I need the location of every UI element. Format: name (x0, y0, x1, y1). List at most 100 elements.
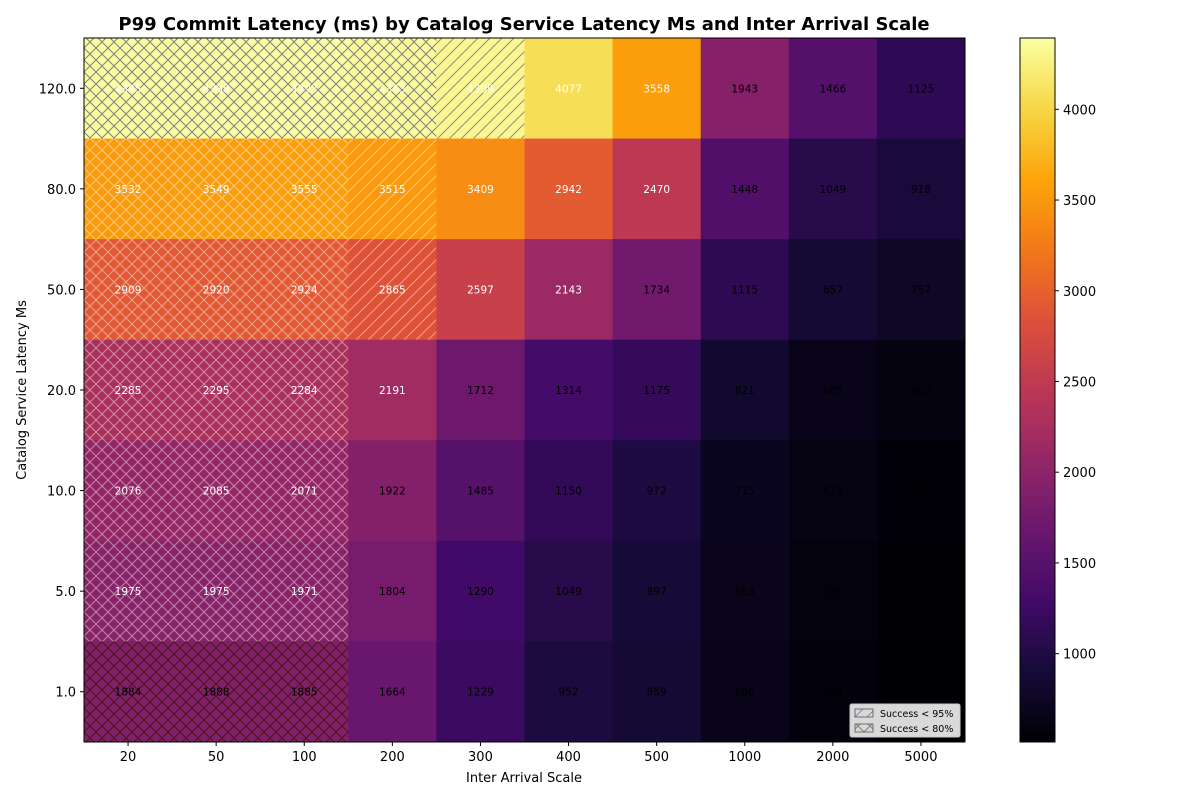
cell-value-label: 2076 (115, 486, 142, 498)
heatmap-cell (524, 138, 614, 240)
cell-value-label: 3558 (643, 83, 670, 95)
x-tick-label: 400 (556, 750, 581, 765)
legend-swatch-80 (854, 723, 874, 733)
cell-value-label: 1229 (467, 687, 494, 699)
cell-value-label: 1466 (819, 83, 846, 95)
cell-value-label: 3409 (467, 184, 494, 196)
cell-value-label: 1049 (819, 184, 846, 196)
cell-value-label: 821 (735, 385, 755, 397)
cell-value-label: 564 (823, 687, 843, 699)
heatmap-cell (788, 138, 878, 240)
hatch-overlay (172, 339, 261, 441)
heatmap-cell (524, 440, 614, 542)
heatmap-cell (524, 540, 614, 642)
hatch-overlay (84, 540, 173, 642)
cell-value-label: 3532 (115, 184, 142, 196)
cell-value-label: 1448 (731, 184, 758, 196)
cell-value-label: 1049 (555, 586, 582, 598)
hatch-overlay (172, 540, 261, 642)
y-tick-label: 50.0 (47, 283, 76, 298)
heatmap-cell (700, 138, 790, 240)
cell-value-label: 1150 (555, 486, 582, 498)
cell-value-label: 665 (823, 385, 843, 397)
colorbar-tick-label: 1000 (1063, 648, 1096, 663)
x-tick-label: 5000 (904, 750, 937, 765)
heatmap-cell (788, 540, 878, 642)
cell-value-label: 1922 (379, 486, 406, 498)
cell-value-label: 1175 (643, 385, 670, 397)
cell-value-label: 538 (911, 486, 931, 498)
colorbar-tick-label: 3000 (1063, 285, 1096, 300)
y-tick-label: 120.0 (39, 82, 76, 97)
heatmap-cell (788, 440, 878, 542)
cell-value-label: 1664 (379, 687, 406, 699)
cell-value-label: 666 (735, 687, 755, 699)
x-tick-label: 300 (468, 750, 493, 765)
heatmap-cell (700, 38, 790, 140)
cell-value-label: 2920 (203, 284, 230, 296)
hatch-overlay (260, 641, 349, 742)
cell-value-label: 1125 (908, 83, 935, 95)
cell-value-label: 596 (823, 586, 843, 598)
cell-value-label: 1888 (203, 687, 230, 699)
hatch-overlay (172, 641, 261, 742)
heatmap-cell (524, 239, 614, 341)
heatmap-cell (876, 440, 966, 542)
cell-value-label: 4309 (467, 83, 494, 95)
heatmap-cell (612, 440, 702, 542)
heatmap-cell (436, 138, 525, 240)
cell-value-label: 2597 (467, 284, 494, 296)
cell-value-label: 3549 (203, 184, 230, 196)
cell-value-label: 1734 (643, 284, 670, 296)
heatmap-cell (700, 641, 790, 743)
y-axis: 120.0 80.0 50.0 20.0 10.0 5.0 1.0 (39, 82, 84, 701)
hatch-overlay (172, 38, 261, 139)
heatmap-cell (876, 339, 966, 441)
hatch-overlay (84, 641, 173, 742)
hatch-overlay (172, 138, 261, 240)
colorbar-ticks: 1000 1500 2000 2500 3000 3500 4000 (1055, 103, 1096, 663)
x-tick-label: 500 (644, 750, 669, 765)
cell-value-label: 1314 (555, 385, 582, 397)
hatch-overlay (84, 440, 173, 541)
cell-value-label: 2085 (203, 486, 230, 498)
heatmap-cell (524, 339, 614, 441)
cell-value-label: 2285 (115, 385, 142, 397)
hatch-overlay (436, 38, 525, 139)
heatmap-cell (436, 440, 525, 542)
hatch-overlay (260, 339, 349, 441)
hatch-overlay (172, 239, 261, 340)
cell-value-label: 715 (735, 486, 755, 498)
hatch-overlay (260, 540, 349, 642)
heatmap-cell (348, 641, 437, 743)
hatch-overlay (84, 239, 173, 340)
cell-value-label: 857 (823, 284, 843, 296)
y-tick-label: 20.0 (47, 384, 76, 399)
heatmap-cell (612, 540, 702, 642)
cell-value-label: 2071 (291, 486, 318, 498)
cell-value-label: 1290 (467, 586, 494, 598)
cell-value-label: 1884 (115, 687, 142, 699)
legend-label-95: Success < 95% (880, 709, 953, 720)
cell-value-label: 4393 (291, 83, 318, 95)
cell-value-label: 4385 (115, 83, 142, 95)
hatch-overlay (348, 38, 437, 139)
heatmap-cell (612, 138, 702, 240)
cell-value-label: 1885 (291, 687, 318, 699)
cell-value-label: 1115 (731, 284, 758, 296)
x-axis-label: Inter Arrival Scale (466, 771, 582, 786)
y-axis-label: Catalog Service Latency Ms (15, 300, 30, 480)
heatmap-cell (348, 339, 437, 441)
hatch-overlay (84, 339, 173, 441)
cell-value-label: 683 (735, 586, 755, 598)
heatmap-cell (700, 239, 790, 341)
heatmap-cell (436, 540, 525, 642)
x-tick-label: 1000 (728, 750, 761, 765)
colorbar-tick-label: 4000 (1063, 103, 1096, 118)
x-tick-label: 2000 (816, 750, 849, 765)
cell-value-label: 1712 (467, 385, 494, 397)
cell-value-label: 952 (559, 687, 579, 699)
hatch-overlay (172, 440, 261, 541)
heatmap-cell (788, 239, 878, 341)
